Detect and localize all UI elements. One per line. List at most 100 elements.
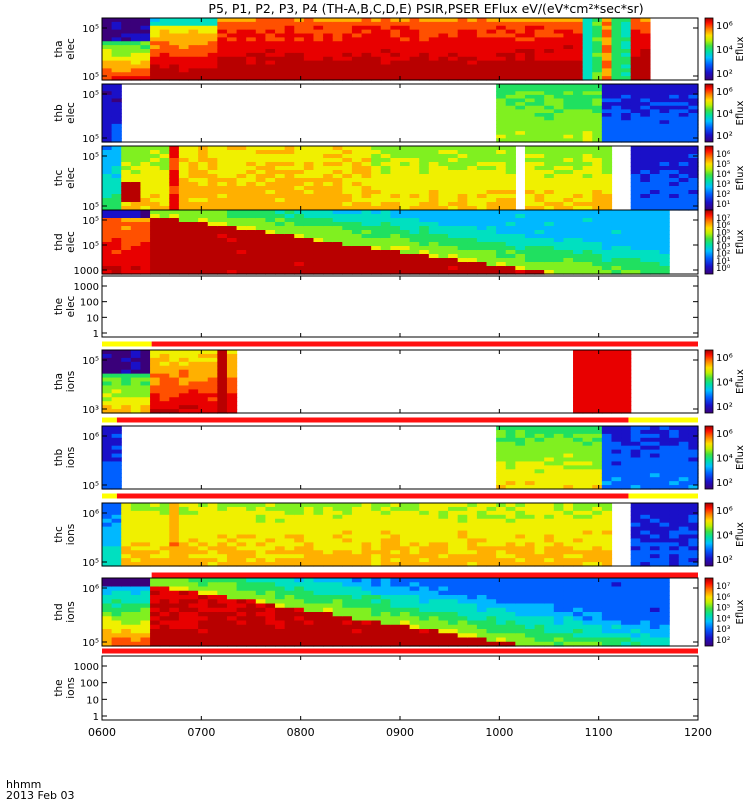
heatmap-cell <box>371 250 382 255</box>
heatmap-cell <box>207 254 218 259</box>
heatmap-cell <box>419 514 430 520</box>
heatmap-cell <box>284 170 295 175</box>
colorbar-tick-label: 10¹ <box>716 257 730 267</box>
heatmap-cell <box>169 238 180 243</box>
heatmap-cell <box>659 87 670 92</box>
heatmap-cell <box>515 518 526 524</box>
heatmap-cell <box>150 242 161 247</box>
heatmap-cell <box>592 218 603 223</box>
heatmap-cell <box>611 401 622 406</box>
heatmap-cell <box>150 254 161 259</box>
heatmap-cell <box>649 546 661 551</box>
heatmap-cell <box>611 116 622 121</box>
heatmap-cell <box>361 49 372 54</box>
heatmap-cell <box>226 381 238 387</box>
heatmap-cell <box>611 397 622 402</box>
heatmap-cell <box>294 242 305 247</box>
heatmap-cell <box>332 56 343 62</box>
heatmap-cell <box>438 45 449 50</box>
heatmap-cell <box>140 546 151 551</box>
heatmap-cell <box>640 18 651 23</box>
heatmap-cell <box>178 503 190 508</box>
heatmap-cell <box>236 546 247 551</box>
heatmap-cell <box>496 445 507 451</box>
heatmap-cell <box>217 262 228 267</box>
heatmap-cell <box>303 522 315 528</box>
heatmap-cell <box>582 522 593 528</box>
heatmap-cell <box>621 377 632 383</box>
heatmap-cell <box>630 222 641 227</box>
heatmap-cell <box>524 72 536 77</box>
heatmap-cell <box>544 465 555 470</box>
heatmap-cell <box>390 238 401 243</box>
heatmap-cell <box>102 558 113 563</box>
heatmap-cell <box>649 116 661 121</box>
heatmap-cell <box>111 518 122 524</box>
heatmap-cell <box>351 510 363 516</box>
heatmap-cell <box>582 534 593 540</box>
heatmap-cell <box>275 530 286 536</box>
heatmap-cell <box>649 534 661 540</box>
heatmap-cell <box>544 230 555 235</box>
heatmap-cell <box>150 18 161 23</box>
heatmap-cell <box>188 361 199 367</box>
heatmap-cell <box>524 146 536 151</box>
heatmap-cell <box>275 194 286 199</box>
heatmap-cell <box>476 190 488 195</box>
heatmap-cell <box>688 186 699 191</box>
heatmap-cell <box>342 506 353 512</box>
heatmap-cell <box>303 33 315 38</box>
heatmap-cell <box>476 526 488 532</box>
heatmap-cell <box>159 162 170 167</box>
heatmap-cell <box>150 190 161 195</box>
heatmap-cell <box>592 449 603 455</box>
heatmap-cell <box>601 381 613 387</box>
heatmap-cell <box>640 170 651 175</box>
heatmap-cell <box>563 542 574 547</box>
heatmap-cell <box>573 94 584 100</box>
heatmap-cell <box>294 41 305 46</box>
heatmap-cell <box>159 230 170 235</box>
heatmap-cell <box>217 357 228 363</box>
heatmap-cell <box>217 29 228 35</box>
heatmap-cell <box>351 190 363 195</box>
heatmap-cell <box>659 457 670 463</box>
heatmap-cell <box>640 52 651 58</box>
heatmap-cell <box>659 437 670 443</box>
heatmap-cell <box>611 29 622 35</box>
heatmap-cell <box>649 109 661 114</box>
heatmap-cell <box>678 109 689 114</box>
heatmap-cell <box>111 522 122 528</box>
heatmap-cell <box>217 510 228 516</box>
heatmap-cell <box>582 76 593 81</box>
heatmap-cell <box>332 49 343 54</box>
heatmap-cell <box>226 210 238 215</box>
heatmap-cell <box>361 510 372 516</box>
heatmap-cell <box>159 518 170 524</box>
heatmap-cell <box>649 503 661 508</box>
heatmap-cell <box>400 514 411 520</box>
heatmap-cell <box>140 174 151 179</box>
heatmap-cell <box>130 158 142 163</box>
heatmap-cell <box>467 198 478 203</box>
heatmap-cell <box>573 357 584 363</box>
heatmap-cell <box>582 37 593 42</box>
heatmap-cell <box>159 357 170 363</box>
heatmap-cell <box>505 138 516 143</box>
heatmap-cell <box>515 477 526 482</box>
heatmap-cell <box>573 534 584 540</box>
heatmap-cell <box>563 562 574 567</box>
heatmap-cell <box>400 250 411 255</box>
heatmap-cell <box>390 558 401 563</box>
heatmap-cell <box>438 218 449 223</box>
heatmap-cell <box>534 266 545 271</box>
heatmap-cell <box>505 72 516 77</box>
heatmap-cell <box>486 242 497 247</box>
heatmap-cell <box>303 202 315 207</box>
heatmap-cell <box>130 369 142 375</box>
heatmap-cell <box>236 242 247 247</box>
heatmap-cell <box>303 206 315 211</box>
heatmap-cell <box>544 194 555 199</box>
heatmap-cell <box>371 210 382 215</box>
